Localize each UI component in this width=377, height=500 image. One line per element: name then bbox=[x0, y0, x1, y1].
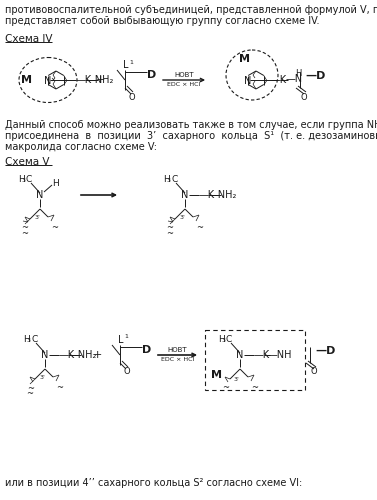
Text: D: D bbox=[142, 345, 151, 355]
Text: M: M bbox=[211, 370, 222, 380]
Text: 3: 3 bbox=[27, 338, 31, 342]
Text: N: N bbox=[36, 190, 44, 200]
Text: O: O bbox=[129, 92, 135, 102]
Text: —NH: —NH bbox=[268, 350, 293, 360]
Text: ~: ~ bbox=[166, 223, 173, 232]
Text: +: + bbox=[92, 350, 102, 360]
Text: H: H bbox=[18, 176, 25, 184]
Text: L: L bbox=[123, 60, 129, 70]
Text: представляет собой выбывающую группу согласно схеме IV.: представляет собой выбывающую группу сог… bbox=[5, 16, 319, 26]
Text: ~: ~ bbox=[27, 384, 34, 393]
Text: —K: —K bbox=[254, 350, 270, 360]
Text: M: M bbox=[20, 75, 32, 85]
Text: ~: ~ bbox=[21, 229, 28, 238]
Text: —D: —D bbox=[305, 71, 325, 81]
Text: EDC × HCl: EDC × HCl bbox=[167, 82, 201, 87]
Text: —NH₂: —NH₂ bbox=[209, 190, 238, 200]
Text: N: N bbox=[43, 76, 51, 86]
Text: H: H bbox=[218, 336, 225, 344]
Text: O: O bbox=[124, 368, 130, 376]
Text: 3: 3 bbox=[222, 338, 226, 342]
Text: —NH₂: —NH₂ bbox=[69, 350, 97, 360]
Text: 3: 3 bbox=[167, 178, 171, 182]
Text: Данный способ можно реализовать также в том случае, если группа NH в макролиде: Данный способ можно реализовать также в … bbox=[5, 120, 377, 130]
Text: 3': 3' bbox=[34, 215, 40, 220]
Text: или в позиции 4’’ сахарного кольца S² согласно схеме VI:: или в позиции 4’’ сахарного кольца S² со… bbox=[5, 478, 302, 488]
Text: N: N bbox=[181, 190, 188, 200]
Text: ~: ~ bbox=[51, 223, 58, 232]
Text: —D: —D bbox=[315, 346, 336, 356]
Text: HOBT: HOBT bbox=[174, 72, 194, 78]
Text: 1: 1 bbox=[124, 334, 128, 340]
Text: H: H bbox=[163, 176, 170, 184]
Text: N: N bbox=[244, 76, 251, 86]
Text: C: C bbox=[26, 176, 32, 184]
Text: H: H bbox=[295, 68, 301, 78]
Text: +: + bbox=[95, 75, 105, 85]
Text: D: D bbox=[147, 70, 156, 80]
Text: —K: —K bbox=[199, 190, 215, 200]
Text: ~: ~ bbox=[21, 223, 28, 232]
Text: противовоспалительной субъединицей, представленной формулой V, где L¹: противовоспалительной субъединицей, пред… bbox=[5, 5, 377, 15]
Text: HOBT: HOBT bbox=[168, 347, 187, 353]
Text: H: H bbox=[23, 336, 30, 344]
Text: L: L bbox=[118, 335, 124, 345]
Text: O: O bbox=[301, 94, 307, 102]
Text: C: C bbox=[171, 176, 177, 184]
Text: 3': 3' bbox=[233, 377, 239, 382]
Text: макролида согласно схеме V:: макролида согласно схеме V: bbox=[5, 142, 157, 152]
Text: N: N bbox=[41, 350, 49, 360]
Text: M: M bbox=[239, 54, 250, 64]
Text: присоединена  в  позиции  3’  сахарного  кольца  S¹  (т. е. дезозаминовый сахар): присоединена в позиции 3’ сахарного коль… bbox=[5, 131, 377, 141]
Text: 3: 3 bbox=[22, 178, 26, 182]
Text: ~: ~ bbox=[196, 223, 203, 232]
Text: —K: —K bbox=[59, 350, 75, 360]
Text: 3': 3' bbox=[39, 375, 45, 380]
Text: ~: ~ bbox=[166, 229, 173, 238]
Text: —N: —N bbox=[286, 74, 303, 84]
Text: ~: ~ bbox=[222, 383, 229, 392]
Text: ~: ~ bbox=[26, 389, 33, 398]
Text: ~: ~ bbox=[56, 383, 63, 392]
Text: C: C bbox=[31, 336, 37, 344]
Text: N: N bbox=[236, 350, 244, 360]
Text: H: H bbox=[52, 178, 59, 188]
Text: —K: —K bbox=[76, 75, 92, 85]
Text: Схема V: Схема V bbox=[5, 157, 49, 167]
Text: 1: 1 bbox=[129, 60, 133, 64]
Text: —NH₂: —NH₂ bbox=[86, 75, 114, 85]
Text: 3': 3' bbox=[179, 215, 185, 220]
Text: Схема IV: Схема IV bbox=[5, 34, 52, 44]
Text: ~: ~ bbox=[251, 383, 258, 392]
Text: O: O bbox=[311, 368, 317, 376]
Text: EDC × HCl: EDC × HCl bbox=[161, 357, 194, 362]
Text: C: C bbox=[226, 336, 232, 344]
Text: —K: —K bbox=[271, 75, 287, 85]
